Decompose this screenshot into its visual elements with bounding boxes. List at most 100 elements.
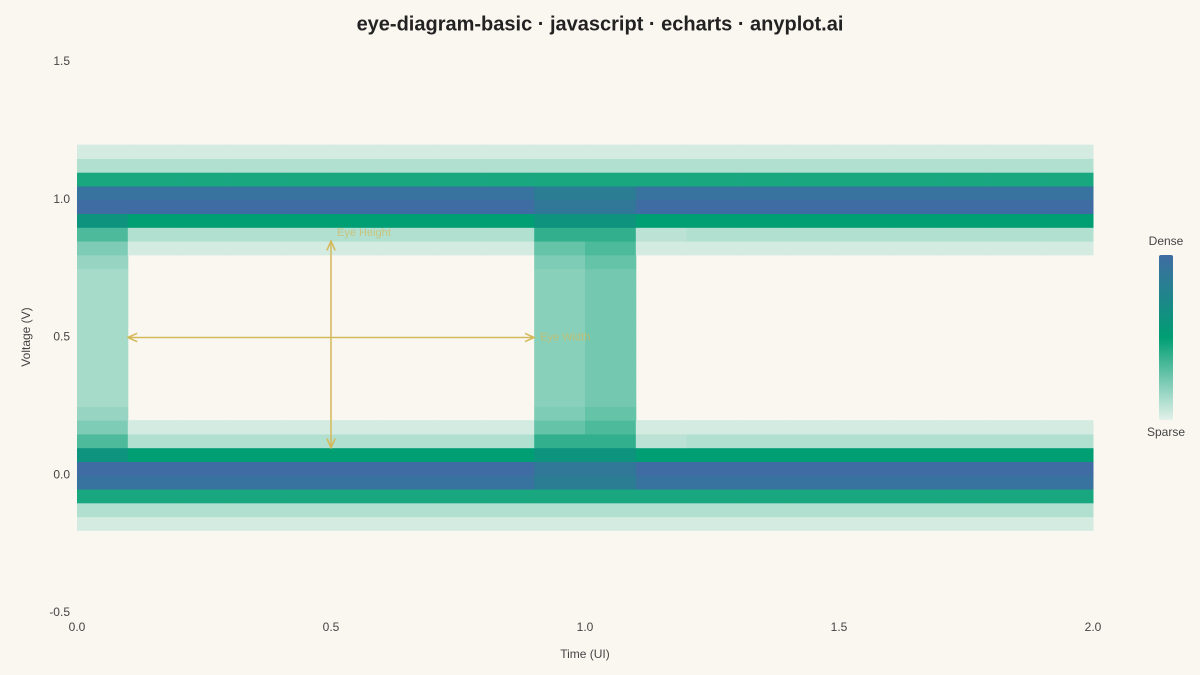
color-bar-low: Sparse <box>1147 425 1185 439</box>
heat-cell <box>585 337 637 352</box>
heat-cell <box>737 433 789 449</box>
heat-cell <box>534 254 586 270</box>
heat-cell <box>585 296 637 311</box>
heat-cell <box>940 420 992 435</box>
heat-cell <box>432 227 484 242</box>
heat-cell <box>991 241 1043 256</box>
heat-cell <box>127 172 180 187</box>
heat-cell <box>127 475 180 490</box>
heat-cell <box>178 213 230 228</box>
y-tick-label: 1.5 <box>53 54 70 68</box>
heat-cell <box>940 241 992 256</box>
heat-cell <box>77 475 129 490</box>
heat-cell <box>534 351 586 366</box>
heat-cell <box>483 172 535 187</box>
heat-cell <box>432 213 484 228</box>
heat-cell <box>1042 447 1094 462</box>
heat-cell <box>889 213 942 228</box>
heat-cell <box>77 365 129 380</box>
heat-cell <box>839 199 891 215</box>
heat-cell <box>788 199 840 215</box>
heat-cell <box>585 199 637 215</box>
heat-cell <box>585 516 637 531</box>
heat-cell <box>127 420 180 435</box>
heat-cell <box>839 489 891 504</box>
heat-cell <box>229 158 281 173</box>
heat-cell <box>534 420 586 435</box>
heat-cell <box>839 502 891 518</box>
heat-cell <box>889 172 942 187</box>
heat-cell <box>686 475 738 490</box>
heat-cell <box>635 420 688 435</box>
heat-cell <box>381 227 434 242</box>
heat-cell <box>686 144 738 159</box>
x-tick-label: 2.0 <box>1085 620 1102 634</box>
heat-cell <box>585 323 637 338</box>
heat-cell <box>229 213 281 228</box>
heat-cell <box>585 213 637 228</box>
heat-cell <box>534 489 586 504</box>
heat-cell <box>889 447 942 462</box>
heat-cell <box>483 502 535 518</box>
heat-cell <box>483 227 535 242</box>
heat-cell <box>585 158 637 173</box>
heat-cell <box>178 516 230 531</box>
heat-cell <box>839 420 891 435</box>
heat-cell <box>1042 489 1094 504</box>
heat-cell <box>534 475 586 490</box>
heat-cell <box>381 475 434 490</box>
heat-cell <box>686 489 738 504</box>
heat-cell <box>127 158 180 173</box>
heat-cell <box>788 420 840 435</box>
heat-cell <box>127 516 180 531</box>
heat-cell <box>737 420 789 435</box>
heat-cell <box>788 227 840 242</box>
heat-cell <box>280 420 332 435</box>
heat-cell <box>381 489 434 504</box>
heat-cell <box>432 158 484 173</box>
heat-cell <box>280 172 332 187</box>
heat-cell <box>686 213 738 228</box>
heat-cell <box>534 502 586 518</box>
heat-cell <box>737 461 789 476</box>
heat-cell <box>127 185 180 201</box>
heat-cell <box>229 433 281 449</box>
x-tick-label: 0.5 <box>323 620 340 634</box>
heat-cell <box>839 241 891 256</box>
heat-cell <box>889 227 942 242</box>
heat-cell <box>331 241 383 256</box>
heat-cell <box>77 282 129 297</box>
heat-cell <box>381 144 434 159</box>
heat-cell <box>229 447 281 462</box>
heat-cell <box>331 475 383 490</box>
heat-cell <box>483 158 535 173</box>
heat-cell <box>585 461 637 476</box>
heat-cell <box>534 199 586 215</box>
heat-cell <box>940 489 992 504</box>
heat-cell <box>686 158 738 173</box>
heat-cell <box>534 337 586 352</box>
heat-cell <box>635 172 688 187</box>
annotation-label: Eye Width <box>540 331 590 343</box>
heat-cell <box>280 461 332 476</box>
heat-cell <box>991 185 1043 201</box>
heat-cell <box>280 227 332 242</box>
heat-cell <box>991 502 1043 518</box>
heat-cell <box>940 213 992 228</box>
heat-cell <box>737 516 789 531</box>
heat-cell <box>788 489 840 504</box>
heat-cell <box>585 172 637 187</box>
heat-cell <box>686 420 738 435</box>
heat-cell <box>381 185 434 201</box>
overlay: Eye Width Eye Height <box>128 227 590 448</box>
heat-cell <box>127 461 180 476</box>
heat-cell <box>381 420 434 435</box>
heat-cell <box>737 158 789 173</box>
heat-cell <box>77 158 129 173</box>
heat-cell <box>534 213 586 228</box>
heat-cell <box>331 502 383 518</box>
heat-cell <box>432 241 484 256</box>
heat-cell <box>991 489 1043 504</box>
heat-cell <box>635 516 688 531</box>
